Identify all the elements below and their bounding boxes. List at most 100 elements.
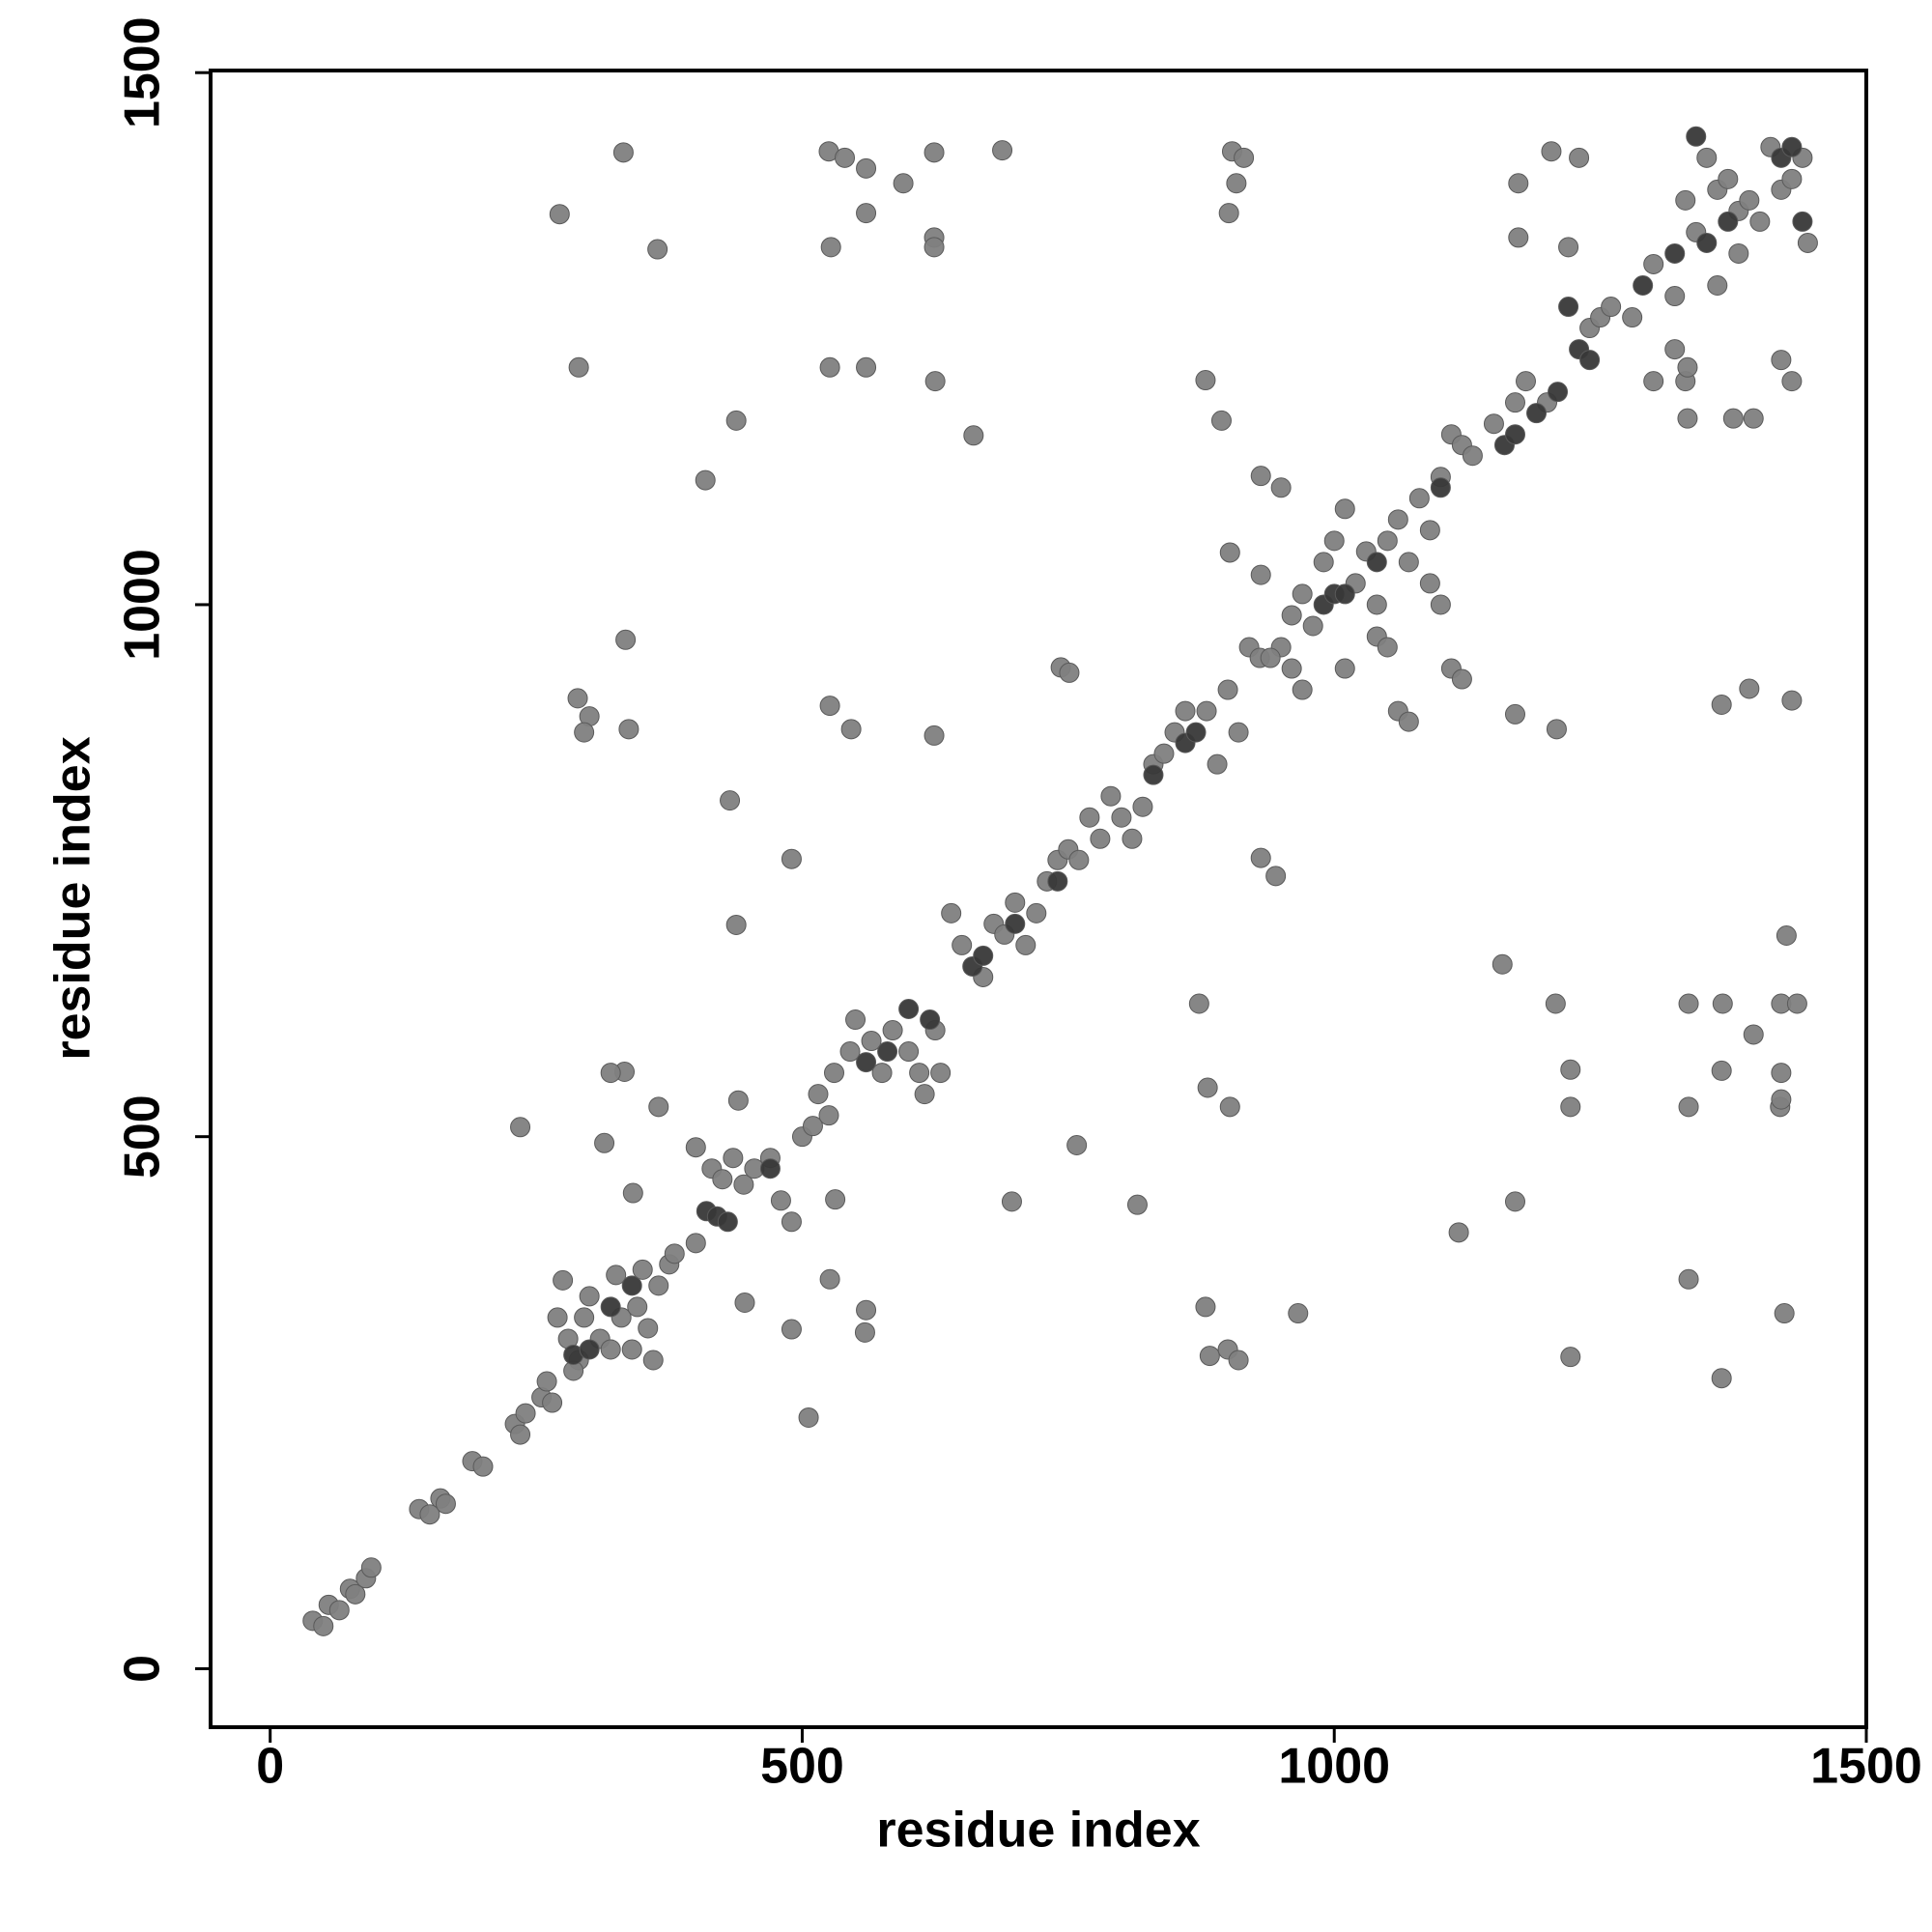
point [1175, 700, 1196, 722]
point [1398, 552, 1419, 573]
point [515, 1403, 536, 1424]
point [328, 1600, 350, 1621]
x-tick-label: 500 [760, 1739, 844, 1795]
point [1132, 796, 1153, 817]
point [734, 1293, 755, 1314]
point [435, 1493, 456, 1515]
point [871, 1063, 893, 1084]
y-tick-label: 1500 [115, 16, 171, 128]
point [920, 1009, 941, 1031]
point [579, 1286, 600, 1307]
point [1292, 679, 1313, 700]
y-tick-label: 0 [115, 1655, 171, 1683]
point [622, 1182, 643, 1204]
point [510, 1424, 531, 1445]
point [615, 629, 637, 650]
point [856, 203, 877, 224]
point [542, 1392, 563, 1413]
point [725, 914, 747, 935]
point [914, 1084, 935, 1105]
point [717, 1211, 738, 1233]
point [1739, 189, 1760, 211]
point [1419, 573, 1440, 594]
point [1366, 594, 1387, 615]
point [1677, 408, 1698, 429]
x-axis-title: residue index [876, 1803, 1200, 1859]
point [1560, 1096, 1581, 1118]
point [1199, 1346, 1220, 1367]
point [1100, 785, 1122, 807]
point [781, 1319, 802, 1340]
points [302, 126, 1818, 1636]
point [1504, 1191, 1525, 1212]
point [856, 356, 877, 378]
point [1005, 892, 1026, 913]
point [845, 1009, 867, 1031]
point [1781, 690, 1803, 711]
point [1451, 668, 1472, 690]
point [1195, 1296, 1216, 1318]
point [345, 1583, 366, 1605]
point [1776, 925, 1797, 947]
point [536, 1371, 557, 1392]
point [1196, 700, 1217, 722]
point [893, 173, 914, 194]
point [1686, 126, 1707, 147]
point [600, 1063, 621, 1084]
point [1504, 424, 1525, 445]
point [1797, 232, 1818, 253]
point [1601, 297, 1622, 318]
point [781, 848, 802, 869]
point [818, 1105, 839, 1126]
point [1228, 1350, 1249, 1371]
point [727, 1090, 749, 1111]
point [1516, 371, 1537, 392]
point [835, 147, 856, 168]
point [973, 945, 994, 966]
point [720, 790, 741, 811]
point [898, 999, 920, 1020]
point [1281, 658, 1302, 679]
point [1722, 408, 1744, 429]
point [1504, 392, 1525, 413]
point [856, 157, 877, 179]
point [1260, 647, 1281, 668]
point [802, 1116, 823, 1137]
point [923, 237, 945, 258]
point [1366, 552, 1387, 573]
point [618, 719, 639, 740]
point [924, 371, 946, 392]
point [1728, 242, 1749, 264]
point [1250, 466, 1271, 487]
point [1664, 339, 1686, 360]
point [621, 1275, 642, 1296]
point [313, 1615, 334, 1636]
point [547, 1307, 568, 1328]
point [725, 410, 747, 431]
x-tick-label: 0 [256, 1739, 284, 1795]
point [1545, 993, 1566, 1014]
point [1548, 382, 1569, 403]
point [664, 1243, 685, 1264]
point [1047, 870, 1068, 892]
point [1718, 168, 1739, 189]
point [1541, 141, 1562, 162]
point [1774, 1303, 1795, 1324]
point [854, 1321, 875, 1343]
point [1558, 237, 1579, 258]
point [1250, 564, 1271, 585]
point [695, 469, 716, 491]
point [632, 1259, 653, 1280]
point [1270, 477, 1292, 498]
point [1508, 227, 1529, 248]
point [1622, 307, 1643, 328]
point [712, 1169, 733, 1190]
point [1678, 993, 1699, 1014]
point [856, 1299, 877, 1321]
point [1398, 711, 1419, 732]
point [992, 140, 1013, 161]
point [1188, 993, 1209, 1014]
point [642, 1350, 664, 1371]
point [1781, 371, 1803, 392]
point [1643, 253, 1664, 274]
